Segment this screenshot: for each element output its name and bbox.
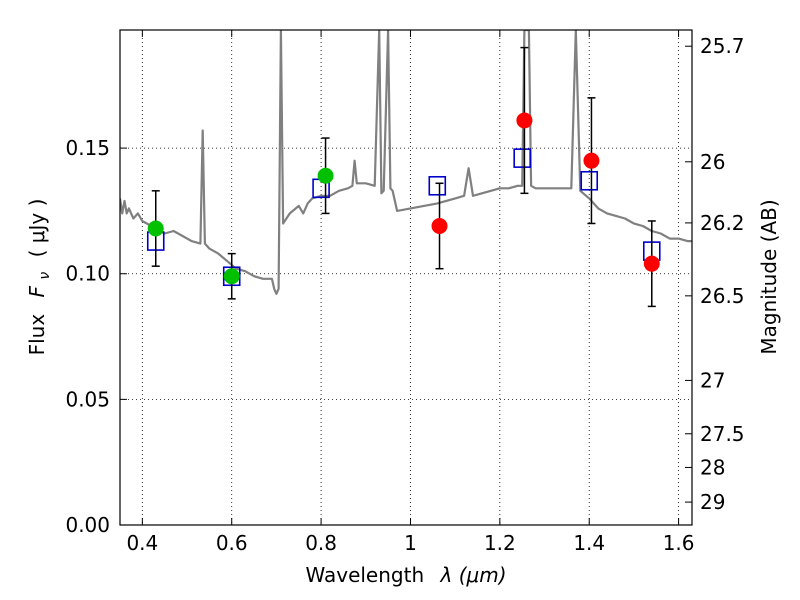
nir-point xyxy=(431,217,448,234)
model-square-marker xyxy=(428,175,447,196)
y-axis-label-sub: ν xyxy=(37,272,53,280)
y2-tick-label: 27.5 xyxy=(700,422,745,446)
x-axis-label-text: Wavelength xyxy=(305,563,424,587)
x-tick-label: 0.6 xyxy=(216,531,248,555)
nir-point xyxy=(643,255,660,272)
optical-point xyxy=(223,268,240,285)
x-tick-label: 1.2 xyxy=(484,531,516,555)
x-axis-label-math: λ (μm) xyxy=(440,563,507,587)
y2-tick-label: 26 xyxy=(700,150,725,174)
model-square-marker xyxy=(513,148,531,168)
x-tick-label: 0.4 xyxy=(126,531,158,555)
y2-tick-label: 27 xyxy=(700,368,725,392)
series-layer xyxy=(120,30,692,308)
x-tick-label: 1 xyxy=(404,531,417,555)
grid xyxy=(120,30,692,526)
y2-tick-label: 25.7 xyxy=(700,34,745,58)
model-square-marker xyxy=(580,170,599,191)
y2-tick-label: 26.5 xyxy=(700,284,745,308)
y-tick-label: 0.10 xyxy=(65,262,110,286)
y-tick-label: 0.05 xyxy=(65,387,110,411)
x-tick-label: 1.6 xyxy=(663,531,695,555)
x-tick-label: 0.8 xyxy=(305,531,337,555)
plot-frame xyxy=(119,29,693,526)
y-axis-label: Flux F ν ( μJy ) xyxy=(25,199,54,356)
nir-point xyxy=(583,152,600,169)
y2-tick-label: 29 xyxy=(700,490,725,514)
model-spectrum-line xyxy=(120,30,692,295)
y2-tick-label: 28 xyxy=(700,455,725,479)
optical-point xyxy=(147,220,164,237)
y-tick-label: 0.15 xyxy=(65,136,110,160)
y-axis-label-text: Flux xyxy=(25,314,49,356)
y2-axis-label: Magnitude (AB) xyxy=(757,199,781,354)
y-tick-label: 0.00 xyxy=(65,513,110,537)
y-axis-label-unit: ( μJy ) xyxy=(25,199,49,258)
x-axis-label: Wavelength λ (μm) xyxy=(305,563,506,587)
ticks: 0.4 0.6 0.8 1 1.2 1.4 1.6 0.00 0.05 0.10 0.15 25.7 2… xyxy=(65,30,745,555)
y-axis-label-math: F xyxy=(25,285,49,297)
optical-point xyxy=(317,167,334,184)
nir-point xyxy=(516,112,533,129)
y2-tick-label: 26.2 xyxy=(700,211,745,235)
x-tick-label: 1.4 xyxy=(573,531,605,555)
